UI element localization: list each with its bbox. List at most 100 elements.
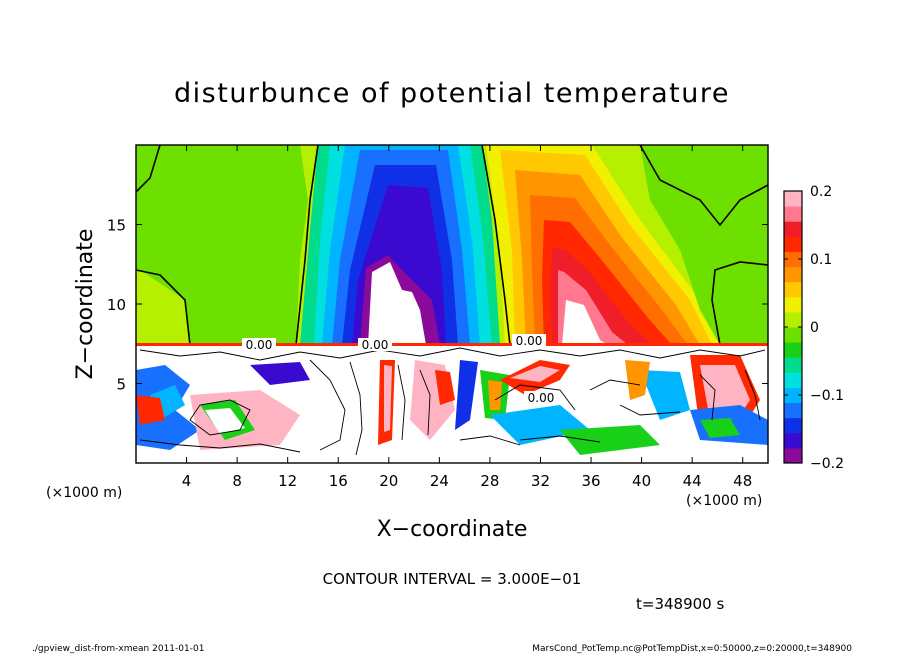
contour-label: 0.00 [362, 338, 389, 352]
contour-label-bg [358, 338, 392, 351]
contour-line [139, 439, 301, 453]
colorbar-swatch [784, 432, 802, 449]
contour-line [139, 347, 766, 361]
colorbar-swatch [784, 342, 802, 358]
contour-label: 0.00 [516, 334, 543, 348]
contour-line [419, 369, 431, 436]
x-unit-right: (×1000 m) [686, 493, 762, 509]
x-tick-label: 36 [581, 472, 600, 490]
colorbar-swatch [784, 221, 802, 237]
plot-area: 0.00 0.00 0.00 0.00 [135, 144, 769, 464]
blob-orange-center [488, 380, 502, 410]
contour-negative-plume-right [481, 144, 511, 346]
blob-blue-center [455, 360, 478, 430]
colorbar-swatch [784, 357, 802, 373]
x-tick-label: 44 [683, 472, 702, 490]
colorbar-swatch [784, 191, 802, 207]
blob-blue-center-left [250, 362, 310, 385]
blob-red-center [435, 370, 455, 405]
blob-pink-column [384, 365, 392, 432]
blob-orange-right [625, 360, 650, 400]
colorbar-swatch [784, 296, 802, 313]
colorbar-swatch [784, 311, 802, 328]
blob-white-left [205, 408, 245, 434]
contour-right-lower [711, 261, 769, 346]
zero-contours-upper [135, 144, 769, 346]
colorbar-swatch [784, 387, 802, 404]
colorbar-swatch [784, 417, 802, 434]
y-tick-label: 5 [116, 376, 126, 394]
footer-right: MarsCond_PotTemp.nc@PotTempDist,x=0:5000… [532, 644, 852, 654]
y-axis-label: Z−coordinate [73, 229, 98, 380]
blob-green-lower [560, 425, 660, 455]
contour-label: 0.00 [528, 391, 555, 405]
right-green-region [640, 145, 768, 345]
x-tick-label: 24 [430, 472, 449, 490]
blob-red-left [136, 395, 165, 425]
colorbar-tick-label: 0.1 [810, 252, 832, 268]
blob-blue-right [640, 370, 690, 420]
x-axis: 4 8 12 16 20 24 28 32 36 40 44 48 [182, 145, 752, 490]
colorbar-swatch [784, 402, 802, 419]
contour-line [589, 379, 641, 391]
colorbar-tick-label: 0 [810, 320, 819, 336]
boundary-red-line [136, 343, 768, 346]
x-tick-label: 48 [733, 472, 752, 490]
x-tick-label: 16 [329, 472, 348, 490]
contour-line [189, 399, 251, 436]
contour-left-lower [135, 269, 191, 346]
contour-line [494, 384, 576, 411]
contour-interval: CONTOUR INTERVAL = 3.000E−01 [323, 570, 582, 588]
x-tick-label: 32 [531, 472, 550, 490]
boundary-layer [136, 343, 768, 455]
positive-plume [486, 145, 720, 345]
contour-label-bg [524, 391, 558, 404]
contour-line [699, 374, 716, 421]
contour-line [619, 404, 681, 416]
x-tick-label: 4 [182, 472, 192, 490]
contour-label-bg [512, 334, 546, 347]
contour-line [459, 435, 521, 446]
contour-label: 0.00 [246, 338, 273, 352]
colorbar-swatch [784, 251, 802, 268]
colorbar-swatch [784, 266, 802, 283]
negative-plume-out-of-range [368, 262, 426, 345]
colorbar-swatch [784, 206, 802, 222]
contour-line [397, 364, 406, 441]
y-tick-label: 10 [107, 296, 126, 314]
contour-line [349, 361, 363, 456]
colorbar-swatch [784, 281, 802, 298]
negative-plume [300, 145, 500, 345]
x-tick-label: 12 [278, 472, 297, 490]
chart-title: disturbunce of potential temperature [174, 78, 730, 109]
y-axis: 5 10 15 [107, 217, 768, 394]
x-axis-label: X−coordinate [377, 517, 528, 542]
contour-label-bg [242, 338, 276, 351]
x-tick-label: 20 [379, 472, 398, 490]
time-stamp: t=348900 s [636, 595, 724, 613]
x-tick-label: 28 [480, 472, 499, 490]
colorbar-swatch [784, 327, 802, 343]
colorbar-swatch [784, 447, 802, 464]
contour-negative-plume [295, 144, 319, 346]
colorbar-tick-label: 0.2 [810, 184, 832, 200]
x-tick-label: 40 [632, 472, 651, 490]
colorbar-swatch [784, 372, 802, 388]
positive-plume-out-of-range [562, 300, 608, 345]
x-tick-label: 8 [232, 472, 242, 490]
x-unit-left: (×1000 m) [46, 485, 122, 501]
boundary-contours [139, 347, 766, 456]
colorbar-swatch [784, 236, 802, 252]
contour-positive-plume [639, 144, 769, 227]
contour-left [135, 144, 161, 193]
contour-line [744, 369, 761, 421]
blob-green-far-right [700, 418, 740, 438]
colorbar-tick-label: −0.1 [810, 388, 844, 404]
contour-line [309, 359, 346, 451]
y-tick-label: 15 [107, 217, 126, 235]
contour-line [519, 435, 601, 443]
blob-pink-arc [510, 366, 560, 382]
footer-left: ./gpview_dist-from-xmean 2011-01-01 [32, 644, 204, 654]
left-green-zone [136, 145, 160, 190]
